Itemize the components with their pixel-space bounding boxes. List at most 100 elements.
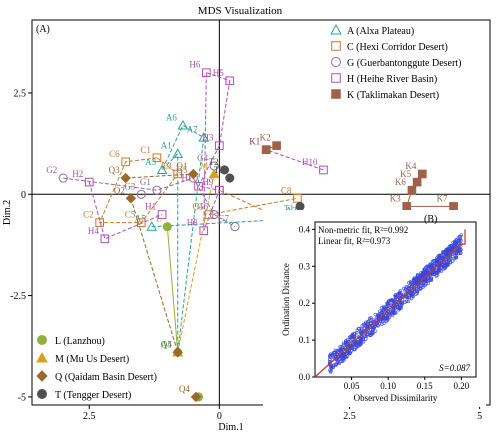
ordination-point	[427, 271, 432, 275]
ordination-point	[343, 354, 347, 359]
ordination-point	[328, 362, 332, 366]
point-H3	[215, 141, 224, 150]
legend-marker-G	[331, 57, 341, 67]
ordination-point	[380, 319, 385, 324]
ordination-point	[329, 352, 333, 356]
legend-entry: C (Hexi Corridor Desert)	[347, 42, 448, 53]
point-label: H1	[145, 202, 156, 212]
inset-x-tick-label: 0.15	[417, 381, 433, 391]
point-label: T2	[209, 157, 219, 167]
ordination-point	[453, 242, 457, 246]
legend-entry: G (Guerbantonggute Desert)	[347, 58, 461, 69]
ordination-point	[359, 342, 363, 346]
ordination-point	[417, 286, 422, 290]
point-H2	[84, 177, 94, 187]
ordination-point	[350, 346, 354, 350]
ordination-point	[439, 256, 444, 261]
point-A1	[172, 148, 184, 158]
series-link-H	[266, 149, 324, 171]
legend-marker-T	[37, 389, 47, 399]
series-link-M	[177, 173, 215, 353]
point-label: G1	[140, 177, 151, 187]
point-K4	[418, 169, 427, 179]
ordination-point	[392, 311, 396, 316]
legend-entry: L (Lanzhou)	[55, 336, 105, 347]
ordination-point	[388, 311, 392, 316]
point-label: K6	[395, 177, 406, 187]
point-label: Q4	[179, 384, 190, 394]
point-C1	[152, 153, 162, 163]
stress-annotation: S=0.087	[439, 363, 470, 373]
ordination-point	[340, 359, 345, 363]
ordination-point	[332, 352, 336, 357]
ordination-point	[415, 291, 419, 295]
ordination-point	[450, 245, 454, 249]
legend-marker-Q	[36, 370, 48, 382]
ordination-point	[366, 320, 370, 324]
ordination-point	[412, 288, 416, 292]
ordination-point	[447, 250, 451, 254]
point-label: C2	[83, 210, 94, 220]
point-label: C5	[125, 210, 136, 220]
ordination-point	[397, 306, 402, 311]
ordination-point	[409, 284, 414, 288]
ordination-point	[459, 233, 464, 237]
point-Q4	[190, 391, 202, 403]
point-C3	[173, 169, 183, 179]
point-label: A7	[187, 125, 198, 135]
ordination-point	[412, 278, 416, 282]
ordination-point	[453, 256, 458, 260]
inset-x-tick-label: 0.05	[344, 381, 360, 391]
point-label: T1	[284, 204, 294, 214]
point-H6	[202, 68, 211, 78]
point-Q2	[125, 193, 137, 204]
point-label: H7	[182, 173, 193, 183]
point-label: G5	[176, 165, 187, 175]
series-link-Q	[125, 173, 194, 179]
ordination-point	[441, 251, 445, 256]
ordination-point	[355, 339, 360, 344]
ordination-point	[369, 318, 373, 322]
ordination-point	[415, 289, 420, 294]
ordination-point	[425, 264, 429, 268]
point-Q1	[188, 168, 199, 180]
ordination-point	[361, 322, 366, 327]
series-L: L	[156, 214, 204, 402]
inset-y-axis-label: Ordination Distance	[281, 263, 291, 336]
ordination-point	[420, 283, 424, 287]
point-label: M	[200, 161, 208, 171]
ordination-point	[371, 318, 375, 322]
legend-entry: K (Taklimakan Desert)	[347, 90, 439, 101]
point-Q3	[120, 172, 131, 184]
ordination-point	[388, 303, 392, 308]
point-G2	[58, 173, 68, 183]
ordination-point	[444, 252, 448, 257]
point-label: H5	[213, 68, 224, 78]
point-H1	[157, 210, 167, 219]
ordination-point	[354, 343, 358, 347]
fit-annotation: Linear fit, R²=0.973	[318, 236, 391, 246]
y-tick-label: 0	[21, 190, 26, 201]
panel-label: (A)	[36, 24, 50, 35]
point-label: G4	[197, 153, 208, 163]
point-label: K4	[405, 161, 416, 171]
ordination-point	[457, 240, 461, 245]
ordination-point	[414, 280, 419, 285]
legend-entry: H (Heihe River Basin)	[347, 74, 437, 85]
ordination-point	[409, 280, 413, 285]
ordination-point	[437, 262, 441, 266]
ordination-point	[352, 334, 356, 338]
point-label: C3	[161, 161, 172, 171]
ordination-point	[424, 279, 428, 283]
ordination-point	[380, 305, 384, 310]
legend-marker-M	[36, 351, 48, 363]
ordination-point	[382, 307, 387, 311]
point-H7	[194, 181, 203, 191]
point-label: H9	[202, 177, 213, 187]
point-H5	[225, 76, 235, 86]
point-label: K1	[249, 137, 260, 147]
ordination-point	[342, 352, 346, 356]
plot-frame	[31, 19, 491, 406]
fit-annotation: Non-metric fit, R²=0.992	[318, 225, 408, 235]
point-T3	[225, 173, 235, 183]
